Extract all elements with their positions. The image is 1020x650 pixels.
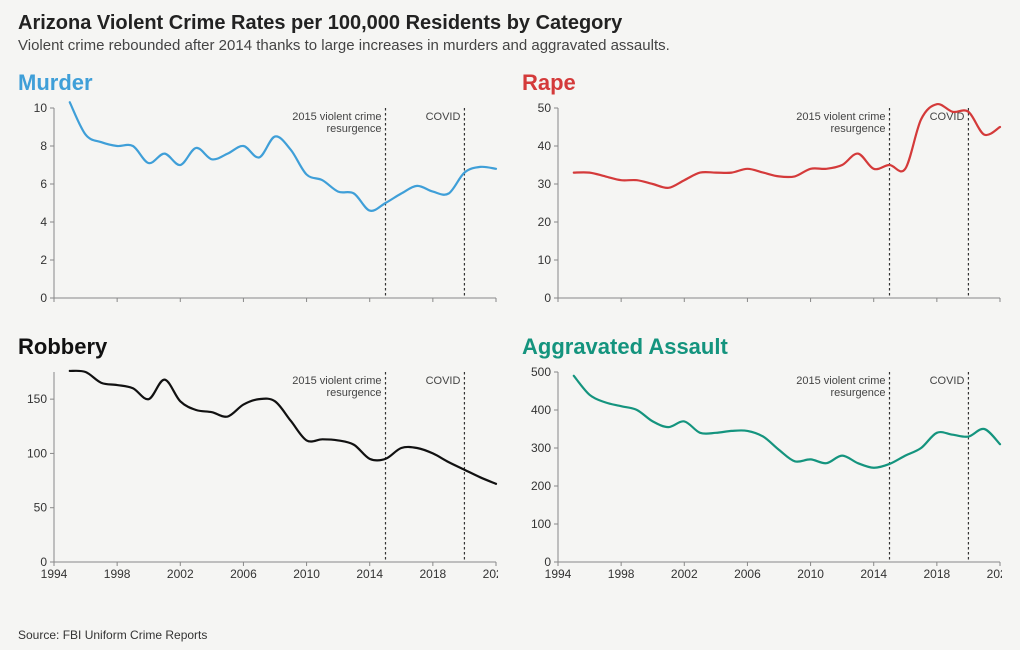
panel-robbery: Robbery050100150199419982002200620102014… — [18, 328, 498, 584]
xtick-label: 2002 — [167, 567, 194, 581]
xtick-label: 2018 — [420, 567, 447, 581]
ytick-label: 0 — [544, 291, 551, 304]
xtick-label: 1994 — [41, 567, 68, 581]
annotation-label: resurgence — [830, 387, 885, 399]
page-title: Arizona Violent Crime Rates per 100,000 … — [18, 12, 1002, 35]
xtick-label: 1998 — [608, 567, 635, 581]
page-subtitle: Violent crime rebounded after 2014 thank… — [18, 37, 1002, 54]
ytick-label: 50 — [34, 501, 48, 515]
ytick-label: 40 — [538, 139, 552, 153]
panel-murder: Murder 0 2 4 6 8 10 2015 violent crimeresurgenc… — [18, 64, 498, 320]
ytick-label: 2 — [40, 253, 47, 267]
ytick-label: 6 — [40, 177, 47, 191]
annotation-label: 2015 violent crime — [796, 111, 885, 123]
panel-assault: Aggravated Assault0100200300400500199419… — [522, 328, 1002, 584]
page: Arizona Violent Crime Rates per 100,000 … — [0, 0, 1020, 650]
annotation-label: COVID — [426, 375, 461, 387]
annotation-label: COVID — [930, 375, 965, 387]
annotation-label: resurgence — [326, 123, 381, 135]
xtick-label: 2022 — [483, 567, 498, 581]
ytick-label: 300 — [531, 441, 551, 455]
series-line-robbery — [70, 371, 496, 484]
ytick-label: 0 — [40, 291, 47, 304]
ytick-label: 30 — [538, 177, 552, 191]
ytick-label: 100 — [531, 517, 551, 531]
ytick-label: 400 — [531, 403, 551, 417]
annotation-label: resurgence — [830, 123, 885, 135]
annotation-label: COVID — [426, 111, 461, 123]
chart-assault: 0100200300400500199419982002200620102014… — [522, 362, 1002, 584]
ytick-label: 150 — [27, 392, 47, 406]
chart-murder: 0 2 4 6 8 10 2015 violent crimeresurgence COVID — [18, 98, 498, 304]
xtick-label: 2014 — [356, 567, 383, 581]
annotation-label: resurgence — [326, 387, 381, 399]
chart-rape: 0 10 20 30 40 50 2015 violent crimeresurgence C… — [522, 98, 1002, 304]
panel-title-murder: Murder — [18, 70, 498, 96]
ytick-label: 200 — [531, 479, 551, 493]
xtick-label: 1994 — [545, 567, 572, 581]
panel-title-rape: Rape — [522, 70, 1002, 96]
chart-robbery: 0501001501994199820022006201020142018202… — [18, 362, 498, 584]
panel-title-robbery: Robbery — [18, 334, 498, 360]
panel-title-assault: Aggravated Assault — [522, 334, 1002, 360]
xtick-label: 1998 — [104, 567, 131, 581]
chart-grid: Murder02468102015 violent crimeresurgenc… — [18, 64, 1002, 584]
xtick-label: 2014 — [860, 567, 887, 581]
source-footer: Source: FBI Uniform Crime Reports — [18, 628, 207, 642]
panel-rape: Rape 0 10 20 30 40 50 2015 violent crimeresurge… — [522, 64, 1002, 320]
ytick-label: 50 — [538, 101, 552, 115]
ytick-label: 500 — [531, 365, 551, 379]
annotation-label: 2015 violent crime — [796, 375, 885, 387]
ytick-label: 10 — [538, 253, 552, 267]
ytick-label: 10 — [34, 101, 48, 115]
ytick-label: 4 — [40, 215, 47, 229]
annotation-label: COVID — [930, 111, 965, 123]
xtick-label: 2006 — [734, 567, 761, 581]
annotation-label: 2015 violent crime — [292, 111, 381, 123]
xtick-label: 2010 — [293, 567, 320, 581]
xtick-label: 2010 — [797, 567, 824, 581]
annotation-label: 2015 violent crime — [292, 375, 381, 387]
xtick-label: 2006 — [230, 567, 257, 581]
ytick-label: 20 — [538, 215, 552, 229]
series-line-assault — [574, 376, 1000, 468]
ytick-label: 8 — [40, 139, 47, 153]
xtick-label: 2002 — [671, 567, 698, 581]
xtick-label: 2018 — [924, 567, 951, 581]
xtick-label: 2022 — [987, 567, 1002, 581]
ytick-label: 100 — [27, 446, 47, 460]
